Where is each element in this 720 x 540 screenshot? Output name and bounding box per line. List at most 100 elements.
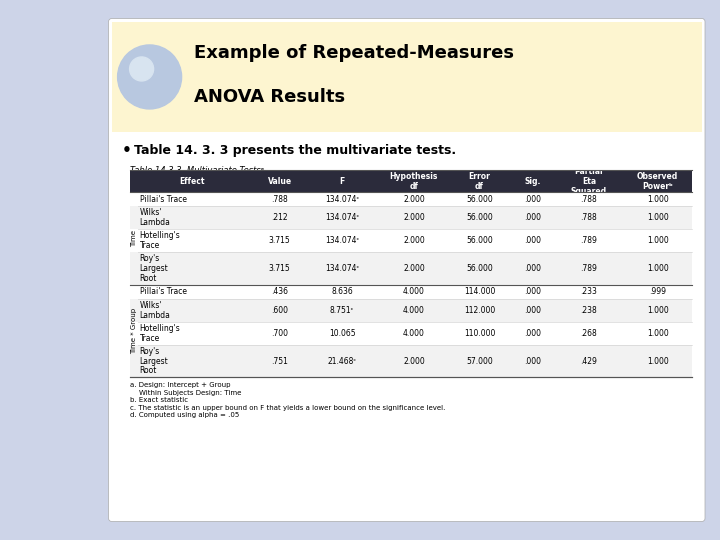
Text: 1.000: 1.000 bbox=[647, 213, 668, 222]
Text: .751: .751 bbox=[271, 356, 288, 366]
Text: 1.000: 1.000 bbox=[647, 356, 668, 366]
Text: Observed
Powerᵇ: Observed Powerᵇ bbox=[637, 172, 678, 191]
Text: Table 14.3.3  Multivariate Testsᵃ: Table 14.3.3 Multivariate Testsᵃ bbox=[130, 166, 264, 176]
Circle shape bbox=[130, 57, 153, 81]
Text: Within Subjects Design: Time: Within Subjects Design: Time bbox=[130, 390, 241, 396]
Text: .000: .000 bbox=[524, 329, 541, 338]
Text: 56.000: 56.000 bbox=[466, 213, 493, 222]
Bar bbox=[130, 230, 138, 252]
Text: .000: .000 bbox=[524, 264, 541, 273]
Bar bbox=[130, 299, 138, 322]
Text: 4.000: 4.000 bbox=[403, 329, 425, 338]
Circle shape bbox=[117, 45, 181, 109]
Text: 2.000: 2.000 bbox=[403, 356, 425, 366]
Text: 1.000: 1.000 bbox=[647, 329, 668, 338]
Text: Wilks'
Lambda: Wilks' Lambda bbox=[140, 208, 171, 227]
Text: .000: .000 bbox=[524, 195, 541, 204]
Text: 2.000: 2.000 bbox=[403, 213, 425, 222]
Bar bbox=[130, 206, 138, 230]
Text: .000: .000 bbox=[524, 237, 541, 245]
Bar bbox=[130, 252, 138, 285]
Bar bbox=[130, 285, 692, 299]
Text: 4.000: 4.000 bbox=[403, 306, 425, 315]
Text: Value: Value bbox=[268, 177, 292, 186]
Text: 56.000: 56.000 bbox=[466, 195, 493, 204]
Text: 110.000: 110.000 bbox=[464, 329, 495, 338]
Text: 57.000: 57.000 bbox=[466, 356, 493, 366]
FancyBboxPatch shape bbox=[109, 18, 705, 522]
Text: •: • bbox=[122, 143, 132, 158]
Text: Partial
Eta
Squared: Partial Eta Squared bbox=[571, 167, 607, 195]
Bar bbox=[130, 170, 692, 192]
Bar bbox=[130, 230, 692, 252]
Text: Wilks'
Lambda: Wilks' Lambda bbox=[140, 301, 171, 320]
Text: Roy's
Largest
Root: Roy's Largest Root bbox=[140, 347, 168, 375]
Text: 114.000: 114.000 bbox=[464, 287, 495, 296]
Text: 3.715: 3.715 bbox=[269, 264, 290, 273]
Text: .268: .268 bbox=[580, 329, 598, 338]
Text: 1.000: 1.000 bbox=[647, 237, 668, 245]
Text: Table 14. 3. 3 presents the multivariate tests.: Table 14. 3. 3 presents the multivariate… bbox=[134, 144, 456, 157]
Text: Pillai's Trace: Pillai's Trace bbox=[140, 287, 186, 296]
Text: d. Computed using alpha = .05: d. Computed using alpha = .05 bbox=[130, 413, 239, 418]
Text: Pillai's Trace: Pillai's Trace bbox=[140, 195, 186, 204]
Text: .600: .600 bbox=[271, 306, 288, 315]
Text: 1.000: 1.000 bbox=[647, 264, 668, 273]
Text: Time * Group: Time * Group bbox=[130, 308, 137, 354]
Text: 1.000: 1.000 bbox=[647, 195, 668, 204]
Text: F: F bbox=[339, 177, 345, 186]
Text: .788: .788 bbox=[271, 195, 288, 204]
Text: .436: .436 bbox=[271, 287, 288, 296]
Text: Effect: Effect bbox=[179, 177, 204, 186]
Bar bbox=[112, 22, 702, 132]
Bar bbox=[130, 345, 692, 377]
Text: 2.000: 2.000 bbox=[403, 195, 425, 204]
Text: 56.000: 56.000 bbox=[466, 264, 493, 273]
Text: Hypothesis
df: Hypothesis df bbox=[390, 172, 438, 191]
Text: .789: .789 bbox=[580, 264, 598, 273]
Text: .429: .429 bbox=[580, 356, 598, 366]
Text: 2.000: 2.000 bbox=[403, 264, 425, 273]
Text: 2.000: 2.000 bbox=[403, 237, 425, 245]
Bar bbox=[130, 322, 692, 345]
Bar bbox=[130, 192, 692, 206]
Text: Time: Time bbox=[130, 230, 137, 247]
Bar bbox=[130, 206, 692, 230]
Text: .000: .000 bbox=[524, 287, 541, 296]
Text: 56.000: 56.000 bbox=[466, 237, 493, 245]
Text: 3.715: 3.715 bbox=[269, 237, 290, 245]
Bar bbox=[130, 299, 692, 322]
Text: .000: .000 bbox=[524, 356, 541, 366]
Text: 1.000: 1.000 bbox=[647, 306, 668, 315]
Text: .000: .000 bbox=[524, 213, 541, 222]
Text: 8.636: 8.636 bbox=[331, 287, 353, 296]
Bar bbox=[130, 285, 138, 299]
Text: 134.074ᶜ: 134.074ᶜ bbox=[325, 213, 359, 222]
Bar bbox=[130, 192, 138, 206]
Text: .700: .700 bbox=[271, 329, 288, 338]
Text: 10.065: 10.065 bbox=[329, 329, 356, 338]
Text: b. Exact statistic: b. Exact statistic bbox=[130, 397, 188, 403]
Text: ANOVA Results: ANOVA Results bbox=[194, 88, 345, 106]
Text: .212: .212 bbox=[271, 213, 288, 222]
Text: Roy's
Largest
Root: Roy's Largest Root bbox=[140, 254, 168, 283]
Text: .000: .000 bbox=[524, 306, 541, 315]
Text: Hotelling's
Trace: Hotelling's Trace bbox=[140, 324, 180, 343]
Text: Example of Repeated-Measures: Example of Repeated-Measures bbox=[194, 44, 513, 62]
Text: .788: .788 bbox=[580, 213, 598, 222]
Text: 134.074ᶜ: 134.074ᶜ bbox=[325, 195, 359, 204]
Bar bbox=[130, 322, 138, 345]
Text: Sig.: Sig. bbox=[524, 177, 541, 186]
Text: 21.468ᶜ: 21.468ᶜ bbox=[328, 356, 356, 366]
Text: 134.074ᶜ: 134.074ᶜ bbox=[325, 264, 359, 273]
Text: .999: .999 bbox=[649, 287, 666, 296]
Text: Error
df: Error df bbox=[469, 172, 490, 191]
Text: Hotelling's
Trace: Hotelling's Trace bbox=[140, 232, 180, 250]
Text: .789: .789 bbox=[580, 237, 598, 245]
Bar bbox=[130, 252, 692, 285]
Text: 4.000: 4.000 bbox=[403, 287, 425, 296]
Text: .233: .233 bbox=[580, 287, 598, 296]
Bar bbox=[130, 345, 138, 377]
Text: 112.000: 112.000 bbox=[464, 306, 495, 315]
Text: a. Design: Intercept + Group: a. Design: Intercept + Group bbox=[130, 382, 230, 388]
